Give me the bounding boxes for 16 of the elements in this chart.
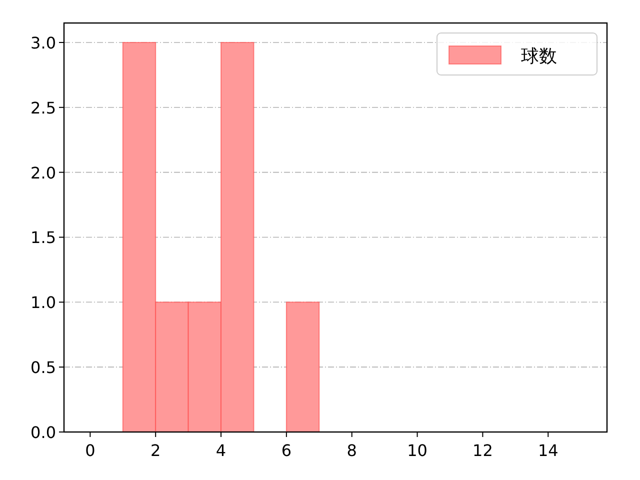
x-tick-label: 4: [216, 441, 226, 460]
x-tick-label: 10: [407, 441, 428, 460]
x-tick-label: 2: [150, 441, 161, 460]
x-tick-label: 0: [85, 441, 96, 460]
y-tick-label: 1.0: [30, 293, 56, 312]
y-tick-label: 0.0: [30, 423, 56, 442]
y-tick-label: 3.0: [30, 33, 56, 52]
y-tick-label: 2.0: [30, 163, 56, 182]
y-tick-label: 1.5: [30, 228, 56, 248]
y-tick-label: 0.5: [30, 358, 56, 378]
x-tick-label: 6: [281, 441, 292, 460]
legend-label: 球数: [521, 46, 557, 67]
x-tick-label: 12: [472, 441, 493, 460]
y-tick-label: 2.5: [30, 98, 56, 118]
x-tick-label: 8: [346, 441, 357, 460]
x-tick-label: 14: [538, 441, 558, 460]
